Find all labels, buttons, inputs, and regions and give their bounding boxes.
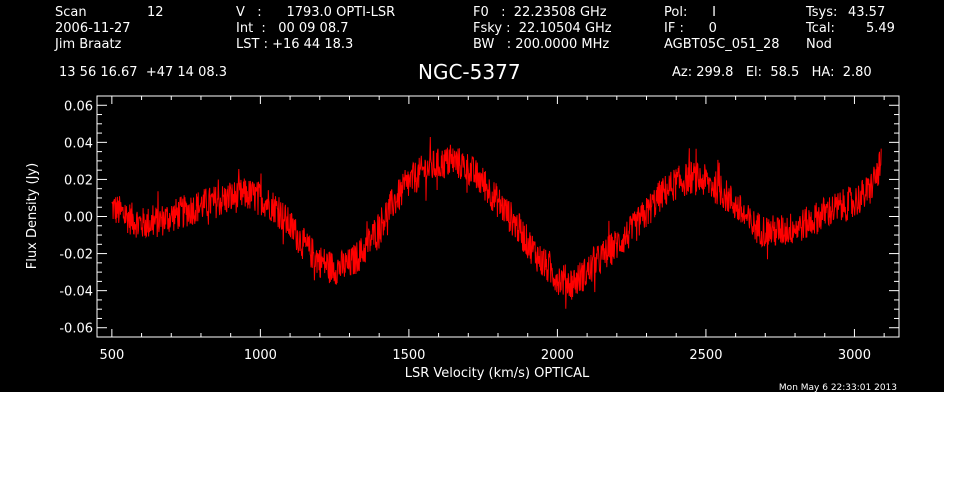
spectrum-chart: 500 1000 1500 2000 2500 3000 -0.06 -0.04 -0.02 0.… [25,95,900,392]
x-tick-label: 2500 [689,348,722,363]
source-coordinates: 13 56 16.67 +47 14 08.3 [59,65,228,80]
observation-date: 2006-11-27 [55,21,131,36]
observer-name: Jim Braatz [55,37,122,52]
y-tick-label: 0.06 [64,99,93,114]
y-tick-label: 0.00 [64,211,93,226]
plot-frame [96,95,900,338]
y-tick-label: -0.06 [59,322,93,337]
rest-frequency: F0 : 22.23508 GHz [473,5,607,20]
y-axis-label: Flux Density (Jy) [25,163,40,269]
project-id: AGBT05C_051_28 [664,37,780,52]
y-tick-label: 0.04 [64,136,93,151]
if-number: IF : 0 [664,21,717,36]
switching-mode: Nod [806,37,832,52]
sky-frequency: Fsky : 22.10504 GHz [473,21,612,36]
x-tick-label: 500 [99,348,124,363]
x-tick-label: 1000 [244,348,277,363]
velocity-readout: V : 1793.0 OPTI-LSR [236,5,396,20]
spectrum-series-line [111,136,882,309]
x-tick-label: 2000 [541,348,574,363]
tcal-label: Tcal: [806,21,835,36]
tsys-label: Tsys: [806,5,838,20]
integration-time: Int : 00 09 08.7 [236,21,349,36]
tsys-value: 43.57 [848,5,886,20]
y-tick-label: 0.02 [64,173,93,188]
polarization: Pol: I [664,5,716,20]
y-tick-label: -0.04 [59,285,93,300]
x-tick-label: 1500 [392,348,425,363]
scan-value: 12 [147,5,164,20]
az-el-ha: Az: 299.8 El: 58.5 HA: 2.80 [672,65,872,80]
timestamp: Mon May 6 22:33:01 2013 [779,383,897,392]
scan-label: Scan [55,5,87,20]
lst-readout: LST : +16 44 18.3 [236,37,354,52]
plot-window: Scan 12 2006-11-27 Jim Braatz V : 1793.0… [0,0,944,392]
x-axis-label: LSR Velocity (km/s) OPTICAL [405,366,590,381]
y-tick-label: -0.02 [59,248,93,263]
bandwidth: BW : 200.0000 MHz [473,37,610,52]
chart-title: NGC-5377 [418,60,521,84]
x-tick-label: 3000 [838,348,871,363]
tcal-value: 5.49 [866,21,895,36]
